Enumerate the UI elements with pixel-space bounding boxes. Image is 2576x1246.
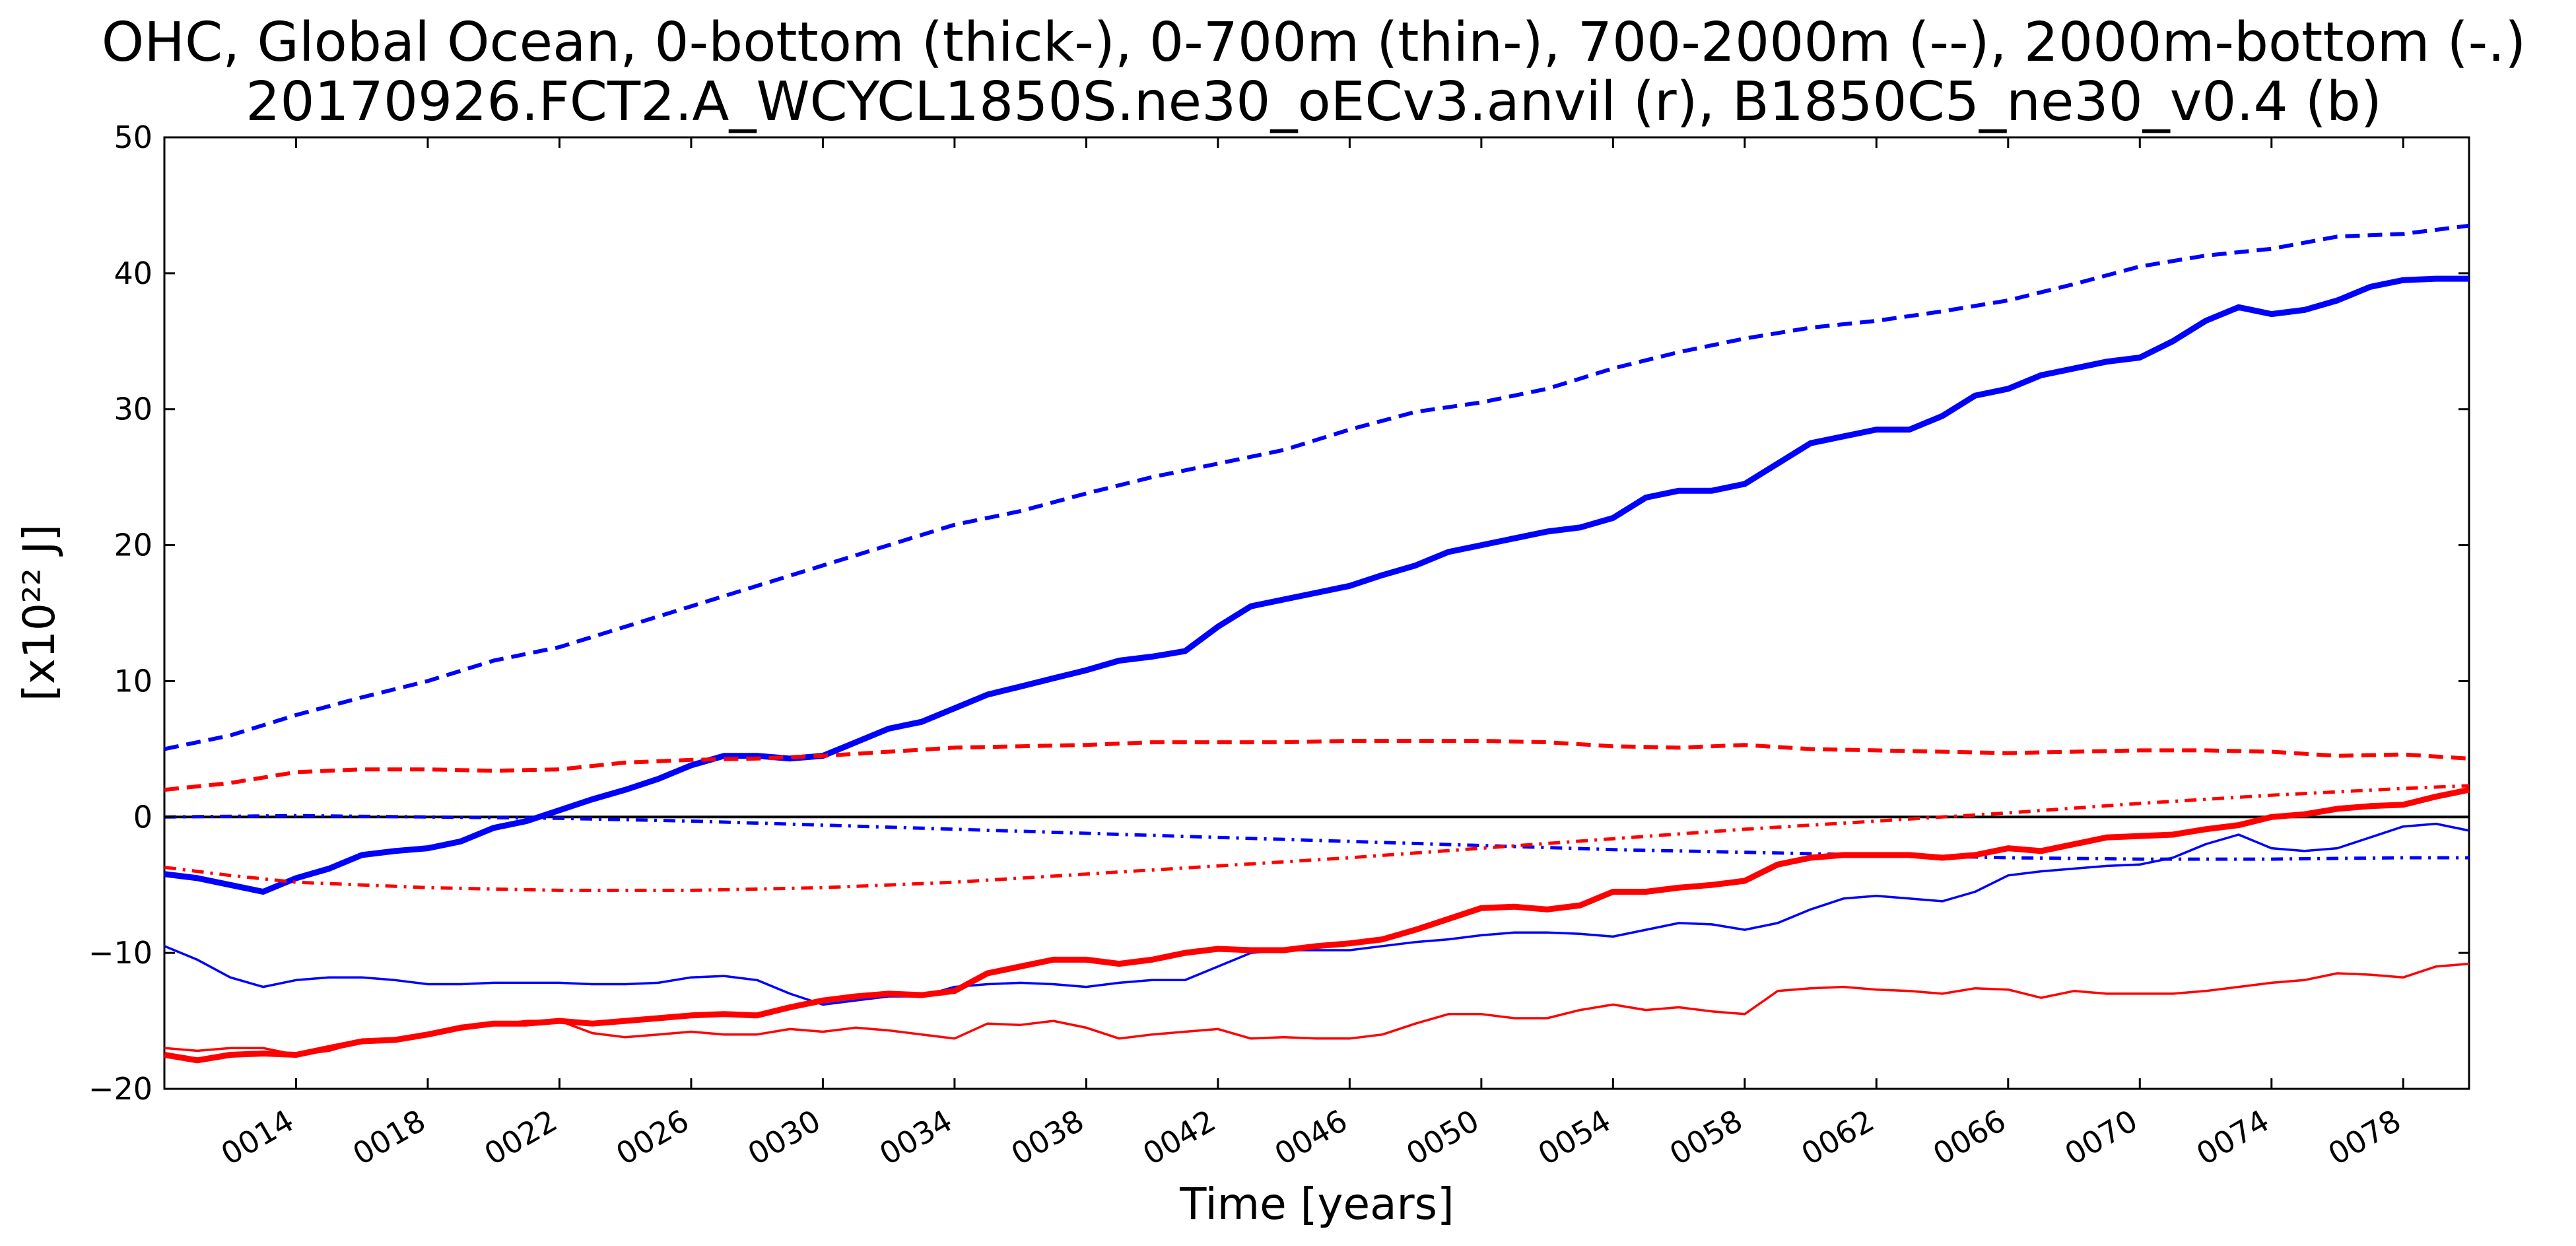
y-tick-label: 30 bbox=[114, 392, 153, 427]
y-tick-label: 40 bbox=[114, 256, 153, 291]
x-tick-label: 0078 bbox=[2322, 1103, 2406, 1172]
x-tick-label: 0046 bbox=[1268, 1103, 1353, 1172]
y-tick-label: 20 bbox=[114, 528, 153, 563]
x-tick-label: 0074 bbox=[2190, 1103, 2275, 1172]
x-tick-label: 0066 bbox=[1927, 1103, 2012, 1172]
series-line-blue-thick bbox=[164, 275, 2469, 895]
series-line-red-dashed bbox=[164, 739, 2470, 792]
chart-title: OHC, Global Ocean, 0-bottom (thick-), 0-… bbox=[102, 11, 2526, 74]
y-tick-label: −20 bbox=[88, 1071, 153, 1107]
series-layer bbox=[164, 223, 2470, 1064]
series-line-red-thin bbox=[164, 962, 2470, 1056]
series-line-red-dashdot bbox=[164, 784, 2470, 892]
series-line-red-thick bbox=[164, 786, 2470, 1064]
plot-frame bbox=[163, 136, 2470, 1090]
x-tick-label: 0026 bbox=[610, 1103, 695, 1172]
series-line-blue-thin bbox=[164, 822, 2470, 1006]
x-tick-label: 0050 bbox=[1400, 1103, 1485, 1172]
x-tick-label: 0070 bbox=[2058, 1103, 2143, 1172]
y-tick-label: 0 bbox=[133, 799, 153, 835]
x-tick-label: 0058 bbox=[1664, 1103, 1748, 1172]
x-tick-label: 0054 bbox=[1532, 1103, 1616, 1172]
y-tick-label: −10 bbox=[88, 935, 153, 971]
series-line-blue-dashed bbox=[164, 223, 2470, 751]
x-tick-label: 0042 bbox=[1137, 1103, 1221, 1172]
x-tick-label: 0022 bbox=[479, 1103, 563, 1172]
x-tick-label: 0034 bbox=[873, 1103, 958, 1172]
x-axis-ticks: 0014 0018 0022 0026 0030 0034 0038 0042 0046 0050… bbox=[215, 137, 2407, 1172]
series-line-blue-dashdot bbox=[164, 813, 2469, 861]
x-tick-label: 0018 bbox=[347, 1103, 431, 1172]
x-tick-label: 0062 bbox=[1795, 1103, 1880, 1172]
x-tick-label: 0038 bbox=[1005, 1103, 1090, 1172]
y-axis-ticks: −20 −10 0 10 20 30 40 50 bbox=[88, 120, 2469, 1107]
x-tick-label: 0030 bbox=[742, 1103, 827, 1172]
x-axis-label: Time [years] bbox=[1179, 1179, 1454, 1229]
y-tick-label: 50 bbox=[114, 120, 153, 155]
chart-subtitle: 20170926.FCT2.A_WCYCL1850S.ne30_oECv3.an… bbox=[246, 71, 2382, 133]
x-tick-label: 0014 bbox=[215, 1103, 300, 1172]
y-axis-label: [x10²² J] bbox=[14, 524, 65, 701]
y-tick-label: 10 bbox=[114, 663, 153, 699]
